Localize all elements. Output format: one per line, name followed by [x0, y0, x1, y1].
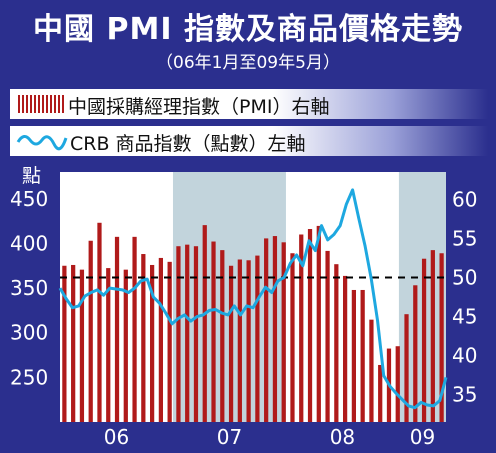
- pmi-bar: [149, 264, 155, 422]
- pmi-bar: [246, 260, 251, 422]
- pmi-bar: [193, 246, 199, 422]
- pmi-bar: [272, 236, 278, 422]
- pmi-bar: [202, 225, 207, 422]
- pmi-bar: [106, 268, 111, 422]
- swatch-bar: [62, 95, 64, 113]
- swatch-bar: [42, 95, 44, 113]
- pmi-bar: [141, 254, 146, 422]
- pmi-bar: [264, 238, 269, 422]
- line-swatch-icon: [16, 135, 68, 151]
- right-tick-label: 35: [452, 383, 477, 407]
- pmi-bar: [325, 250, 330, 422]
- left-axis-unit: 點: [22, 165, 41, 187]
- pmi-bar: [316, 225, 321, 422]
- swatch-bar: [22, 95, 24, 113]
- pmi-bar: [255, 255, 260, 422]
- pmi-bar: [167, 261, 172, 422]
- pmi-bar: [123, 269, 128, 422]
- swatch-bar: [34, 95, 36, 113]
- pmi-bar: [342, 275, 348, 422]
- swatch-bar: [18, 95, 20, 113]
- swatch-bar: [38, 95, 40, 113]
- legend-crb: CRB 商品指數（點數）左軸: [10, 126, 488, 156]
- x-tick-label: 08: [330, 425, 355, 449]
- left-tick-label: 450: [10, 187, 48, 211]
- x-tick-label: 09: [410, 425, 435, 449]
- pmi-bar: [220, 250, 225, 422]
- pmi-bar: [360, 289, 365, 422]
- pmi-bar: [79, 269, 85, 422]
- pmi-bar: [430, 250, 435, 422]
- pmi-bar: [237, 259, 242, 422]
- pmi-bar: [378, 364, 383, 422]
- swatch-bar: [46, 95, 48, 113]
- pmi-bar: [290, 253, 295, 422]
- pmi-bar: [62, 265, 67, 422]
- swatch-bar: [26, 95, 28, 113]
- legend-crb-label: CRB 商品指數（點數）左軸: [70, 133, 306, 155]
- pmi-bar: [114, 236, 120, 422]
- pmi-bar: [71, 264, 76, 422]
- pmi-bar: [176, 246, 181, 422]
- pmi-bar: [404, 314, 409, 422]
- right-tick-label: 55: [452, 226, 477, 250]
- swatch-bar: [50, 95, 52, 113]
- swatch-bar: [54, 95, 56, 113]
- pmi-bar: [211, 241, 216, 422]
- swatch-bar: [30, 95, 32, 113]
- bar-swatch-icon: [18, 95, 64, 113]
- chart-subtitle: （06年1月至09年5月）: [156, 53, 340, 73]
- pmi-bar: [132, 236, 137, 422]
- pmi-bar: [281, 242, 286, 422]
- pmi-bar: [334, 264, 339, 422]
- left-tick-label: 350: [10, 276, 48, 300]
- pmi-bar: [158, 257, 164, 422]
- swatch-bar: [58, 95, 60, 113]
- pmi-bar: [228, 265, 234, 422]
- legend-pmi-label: 中國採購經理指數（PMI）右軸: [68, 96, 330, 118]
- legend-pmi: 中國採購經理指數（PMI）右軸: [10, 89, 488, 119]
- left-tick-label: 250: [10, 365, 48, 389]
- right-tick-label: 45: [452, 305, 477, 329]
- pmi-bar: [395, 346, 400, 422]
- pmi-bar: [97, 222, 102, 422]
- pmi-bar: [439, 253, 444, 422]
- left-tick-label: 400: [10, 231, 48, 255]
- pmi-bar: [351, 289, 357, 422]
- crb-line: [58, 188, 448, 410]
- pmi-bar: [299, 234, 304, 422]
- chart-title: 中國 PMI 指數及商品價格走勢: [33, 12, 463, 47]
- right-tick-label: 50: [452, 265, 477, 289]
- left-tick-label: 300: [10, 321, 48, 345]
- pmi-bar: [369, 319, 374, 422]
- right-tick-label: 60: [452, 187, 477, 211]
- pmi-bar: [307, 229, 313, 422]
- pmi-bar: [413, 285, 418, 422]
- pmi-bar: [185, 244, 190, 422]
- right-tick-label: 40: [452, 344, 477, 368]
- pmi-bar: [421, 258, 427, 422]
- x-tick-label: 06: [104, 425, 129, 449]
- chart-area: 點 250 300 350 400 450 35 40 45 50 55 60 06 07 08 09: [10, 165, 477, 449]
- pmi-bar: [88, 240, 93, 422]
- x-tick-label: 07: [217, 425, 242, 449]
